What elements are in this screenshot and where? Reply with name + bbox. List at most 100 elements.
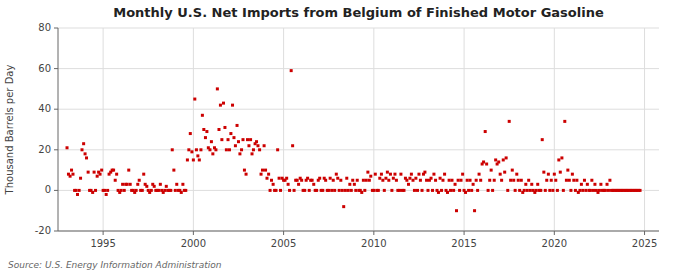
grid bbox=[58, 28, 659, 231]
point bbox=[499, 173, 502, 176]
point bbox=[192, 158, 195, 161]
point bbox=[165, 185, 168, 188]
point bbox=[423, 171, 426, 174]
point bbox=[360, 191, 363, 194]
point bbox=[581, 189, 584, 192]
point bbox=[482, 160, 485, 163]
point bbox=[291, 144, 294, 147]
point bbox=[265, 177, 268, 180]
point bbox=[341, 189, 344, 192]
point bbox=[353, 183, 356, 186]
point bbox=[467, 189, 470, 192]
point bbox=[439, 177, 442, 180]
point bbox=[127, 169, 130, 172]
point bbox=[96, 175, 99, 178]
point bbox=[303, 189, 306, 192]
point bbox=[335, 173, 338, 176]
point bbox=[550, 179, 553, 182]
point bbox=[115, 173, 118, 176]
point bbox=[452, 189, 455, 192]
y-grid-line bbox=[58, 231, 659, 232]
point bbox=[505, 156, 508, 159]
point bbox=[455, 209, 458, 212]
point bbox=[94, 189, 97, 192]
point bbox=[398, 189, 401, 192]
point bbox=[356, 179, 359, 182]
y-grid-line bbox=[58, 28, 659, 29]
y-grid-line bbox=[58, 149, 659, 150]
point bbox=[219, 104, 222, 107]
point bbox=[586, 183, 589, 186]
point bbox=[186, 158, 189, 161]
point bbox=[457, 179, 460, 182]
point bbox=[389, 173, 392, 176]
point bbox=[181, 183, 184, 186]
point bbox=[479, 179, 482, 182]
point bbox=[278, 177, 281, 180]
x-tick bbox=[464, 231, 465, 235]
point bbox=[240, 148, 243, 151]
point bbox=[70, 169, 73, 172]
point bbox=[264, 169, 267, 172]
point bbox=[93, 171, 96, 174]
point bbox=[425, 179, 428, 182]
point bbox=[318, 177, 321, 180]
x-grid-line bbox=[644, 28, 645, 231]
x-tick bbox=[103, 231, 104, 235]
point bbox=[157, 189, 160, 192]
point bbox=[247, 144, 250, 147]
point bbox=[199, 148, 202, 151]
point bbox=[545, 179, 548, 182]
point bbox=[345, 177, 348, 180]
point bbox=[237, 140, 240, 143]
point bbox=[363, 189, 366, 192]
point bbox=[171, 148, 174, 151]
point bbox=[476, 189, 479, 192]
x-grid-line bbox=[283, 28, 284, 231]
point bbox=[508, 120, 511, 123]
point bbox=[390, 189, 393, 192]
point bbox=[395, 179, 398, 182]
x-grid-line bbox=[464, 28, 465, 231]
point bbox=[150, 189, 153, 192]
point bbox=[399, 173, 402, 176]
point bbox=[446, 191, 449, 194]
point bbox=[583, 179, 586, 182]
point bbox=[432, 173, 435, 176]
point bbox=[252, 148, 255, 151]
point bbox=[288, 189, 291, 192]
point bbox=[554, 179, 557, 182]
point bbox=[512, 179, 515, 182]
point bbox=[417, 173, 420, 176]
point bbox=[187, 148, 190, 151]
point bbox=[470, 189, 473, 192]
point bbox=[223, 126, 226, 129]
point bbox=[593, 183, 596, 186]
point bbox=[565, 179, 568, 182]
point bbox=[443, 173, 446, 176]
point bbox=[559, 171, 562, 174]
point bbox=[81, 148, 84, 151]
point bbox=[123, 189, 126, 192]
point bbox=[169, 189, 172, 192]
point bbox=[287, 183, 290, 186]
point bbox=[384, 177, 387, 180]
point bbox=[76, 193, 79, 196]
point bbox=[120, 189, 123, 192]
point bbox=[208, 148, 211, 151]
point bbox=[71, 173, 74, 176]
point bbox=[460, 179, 463, 182]
point bbox=[106, 189, 109, 192]
point bbox=[592, 189, 595, 192]
point bbox=[608, 179, 611, 182]
point bbox=[551, 189, 554, 192]
point bbox=[347, 189, 350, 192]
point bbox=[276, 148, 279, 151]
point bbox=[138, 179, 141, 182]
point bbox=[236, 124, 239, 127]
x-tick-label: 2010 bbox=[361, 238, 386, 249]
point bbox=[393, 173, 396, 176]
point bbox=[437, 191, 440, 194]
point bbox=[500, 179, 503, 182]
point bbox=[229, 132, 232, 135]
